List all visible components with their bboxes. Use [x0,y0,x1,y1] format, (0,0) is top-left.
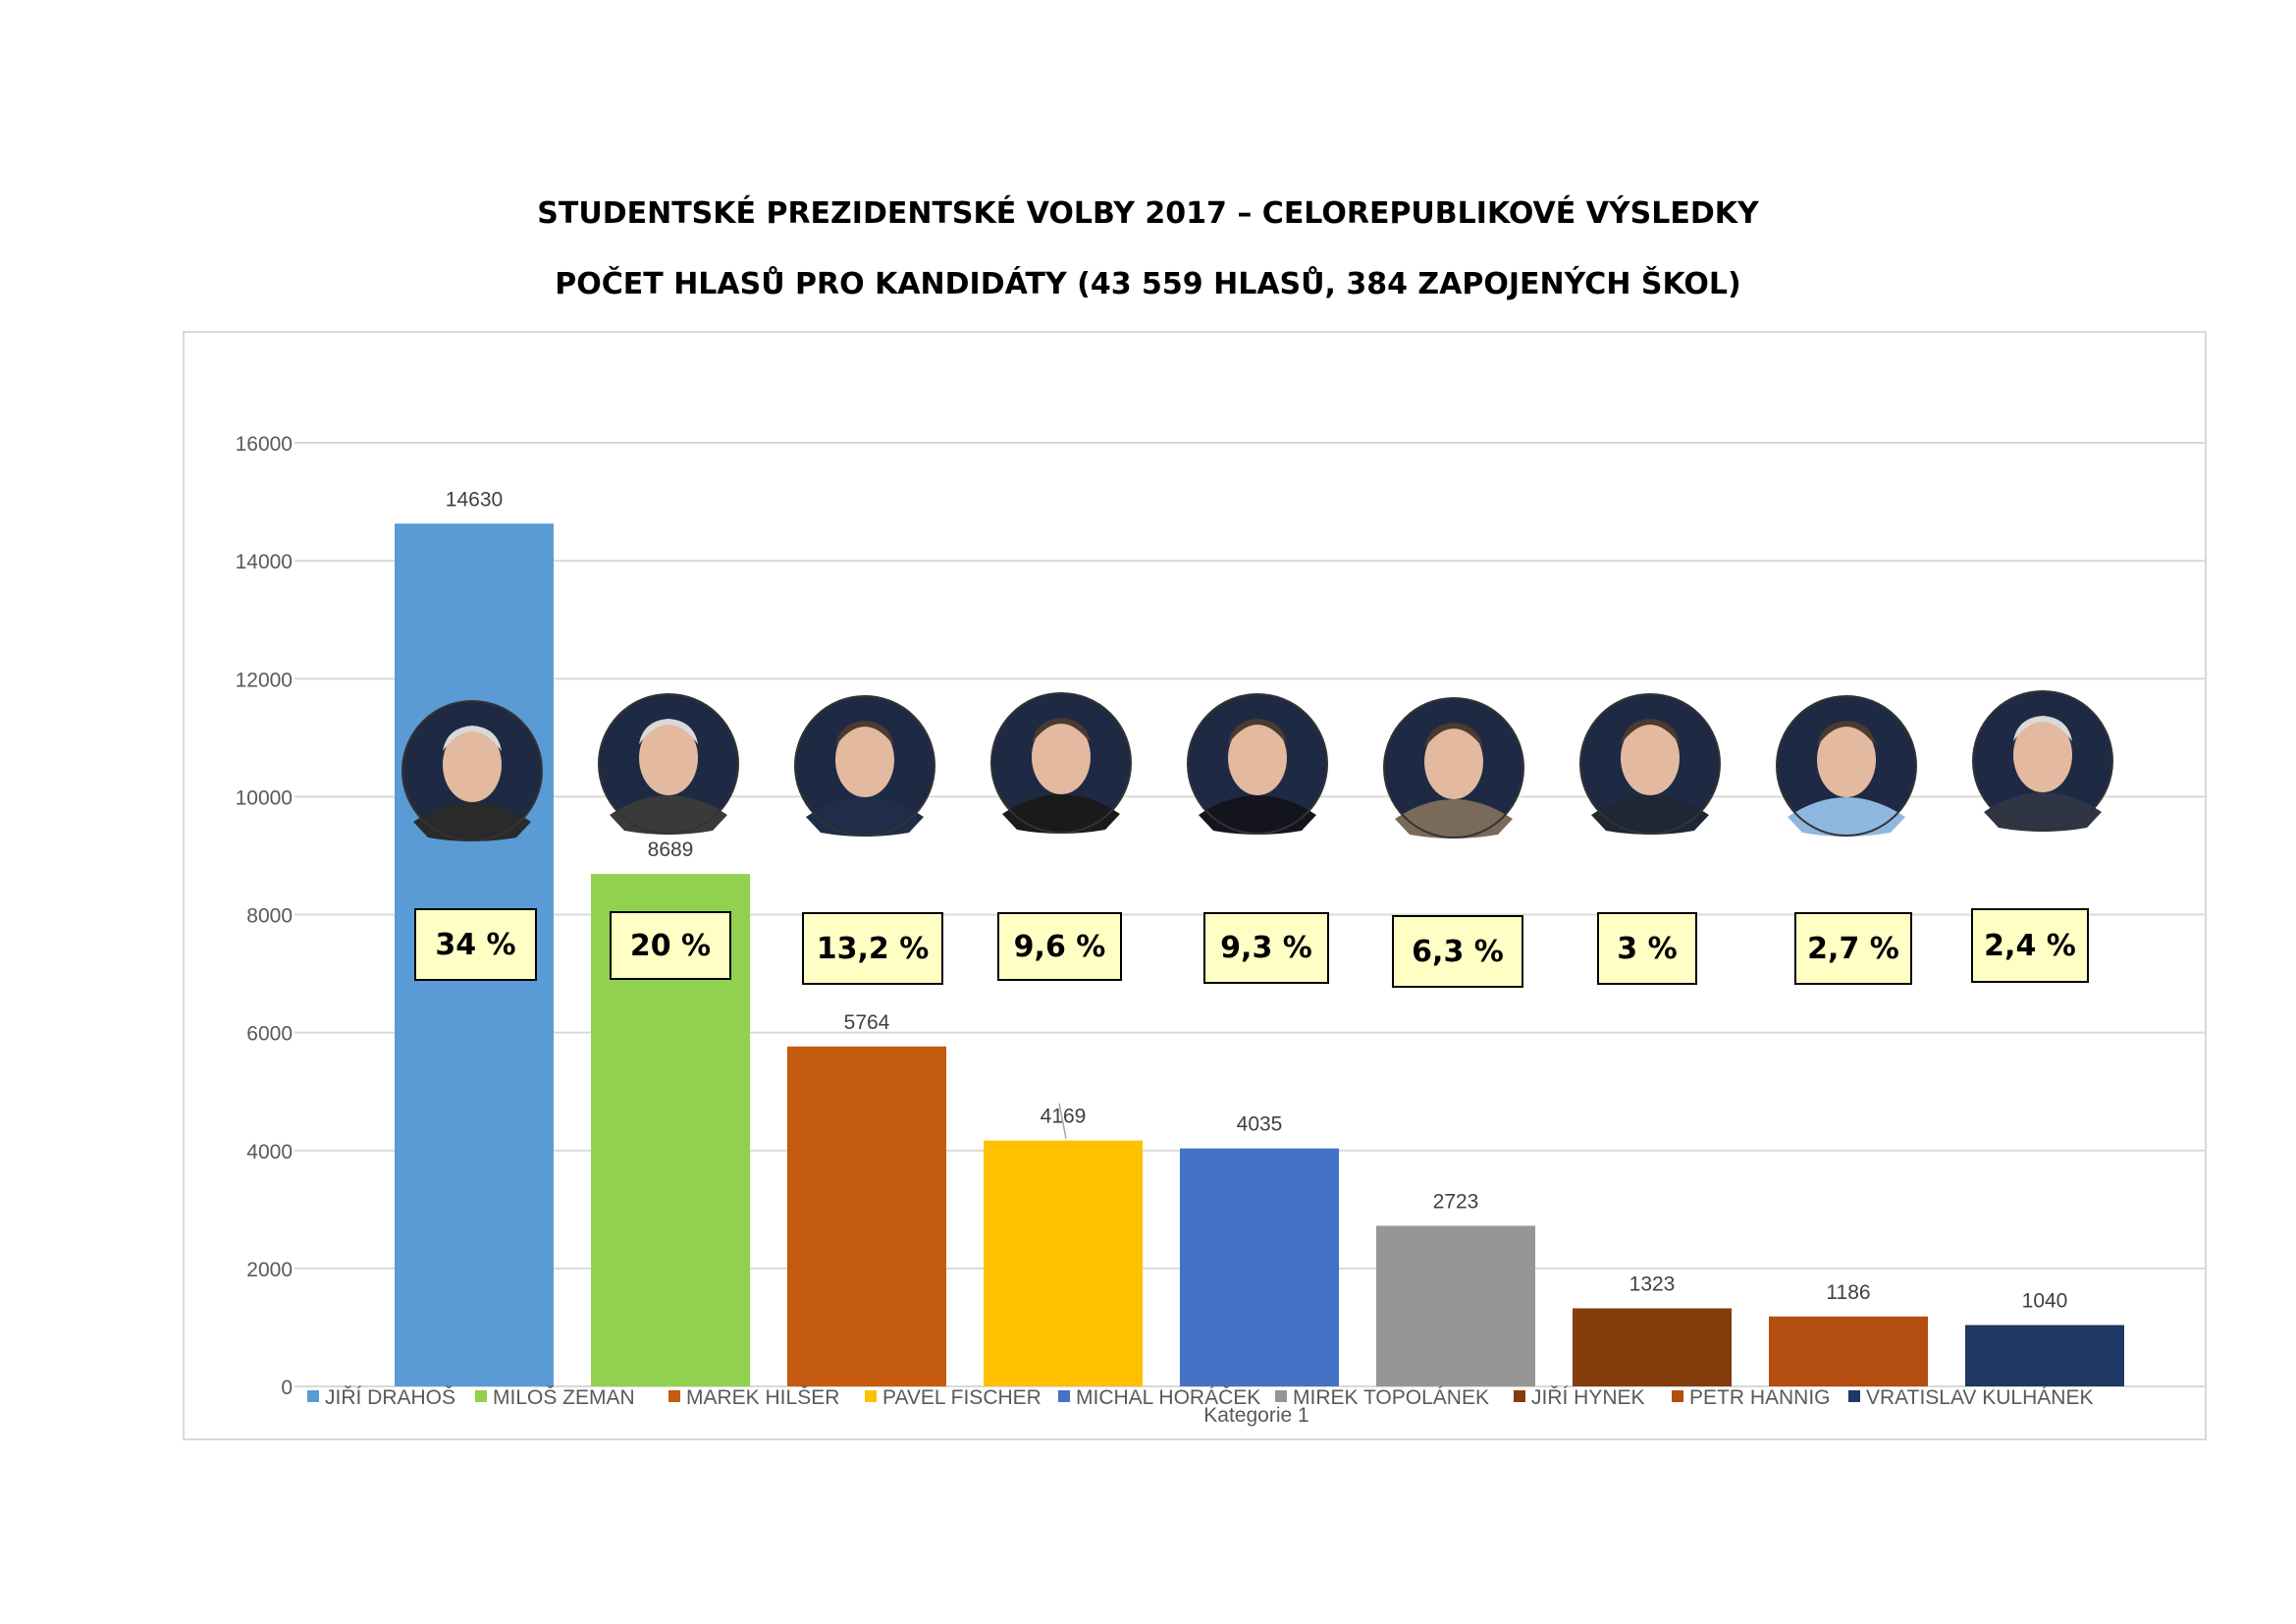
candidate-portrait [1972,690,2113,832]
legend-label: PAVEL FISCHER [882,1386,1041,1409]
data-label: 4169 [1041,1106,1087,1128]
legend-swatch [1058,1390,1070,1402]
legend-swatch [1514,1390,1525,1402]
percent-box: 9,6 % [997,912,1122,981]
chart-subtitle: POČET HLASŮ PRO KANDIDÁTY (43 559 HLASŮ,… [555,267,1741,301]
data-label: 2723 [1433,1190,1479,1213]
candidate-portrait [990,692,1132,834]
bar [1180,1148,1339,1386]
chart-title: STUDENTSKÉ PREZIDENTSKÉ VOLBY 2017 – CEL… [537,196,1759,231]
legend-item: MILOŠ ZEMAN [475,1386,635,1409]
percent-box: 2,7 % [1794,912,1912,985]
x-axis-label: Kategorie 1 [1203,1404,1308,1427]
legend-label: MIREK TOPOLÁNEK [1293,1386,1489,1409]
y-tick-label: 0 [281,1377,293,1399]
chart-frame [183,331,2207,1440]
candidate-portrait [794,695,935,837]
bar [787,1046,946,1386]
y-tick-label: 12000 [236,669,293,691]
data-label: 1323 [1629,1273,1676,1296]
candidate-portrait [401,700,543,841]
data-label: 14630 [446,488,503,511]
percent-box: 34 % [414,908,537,981]
legend-label: MILOŠ ZEMAN [493,1386,635,1409]
bar [1769,1316,1928,1386]
legend-item: JIŘÍ DRAHOŠ [307,1386,455,1409]
percent-box: 20 % [610,911,731,980]
y-tick-label: 10000 [236,786,293,809]
percent-box: 9,3 % [1203,912,1329,984]
candidate-portrait [1187,693,1328,835]
candidate-portrait [1579,693,1721,835]
legend-label: JIŘÍ DRAHOŠ [325,1386,455,1409]
legend-item: MAREK HILŠER [668,1386,839,1409]
legend-swatch [475,1390,487,1402]
data-label: 5764 [844,1011,890,1034]
bar [1376,1225,1535,1386]
leader-line [1058,1103,1067,1139]
data-label: 4035 [1237,1113,1283,1136]
legend-item: JIŘÍ HYNEK [1514,1386,1645,1409]
legend-swatch [1672,1390,1683,1402]
percent-box: 6,3 % [1392,915,1523,988]
legend-swatch [668,1390,680,1402]
legend-item: PAVEL FISCHER [865,1386,1041,1409]
y-tick-label: 4000 [246,1141,293,1164]
y-tick-label: 16000 [236,433,293,456]
legend-label: MICHAL HORÁČEK [1076,1386,1260,1409]
legend-item: PETR HANNIG [1672,1386,1831,1409]
bar [984,1140,1143,1386]
legend-swatch [1275,1390,1287,1402]
data-label: 1040 [2022,1290,2068,1313]
candidate-portrait [598,693,739,835]
candidate-portrait [1776,695,1917,837]
candidate-portrait [1383,697,1524,839]
data-label: 1186 [1826,1281,1870,1304]
percent-box: 2,4 % [1971,908,2089,983]
legend-swatch [1848,1390,1860,1402]
legend-label: PETR HANNIG [1689,1386,1831,1409]
bar [1965,1325,2124,1386]
legend-swatch [307,1390,319,1402]
percent-box: 13,2 % [802,912,943,985]
legend-label: JIŘÍ HYNEK [1531,1386,1645,1409]
legend-item: MICHAL HORÁČEK [1058,1386,1260,1409]
legend-swatch [865,1390,877,1402]
legend-label: VRATISLAV KULHÁNEK [1866,1386,2093,1409]
legend-label: MAREK HILŠER [686,1386,839,1409]
y-tick-label: 6000 [246,1023,293,1046]
percent-box: 3 % [1597,912,1697,985]
data-label: 8689 [648,839,694,861]
y-tick-label: 2000 [246,1259,293,1281]
y-tick-label: 14000 [236,551,293,573]
y-tick-label: 8000 [246,905,293,928]
bar [1573,1308,1732,1386]
legend-item: MIREK TOPOLÁNEK [1275,1386,1489,1409]
legend-item: VRATISLAV KULHÁNEK [1848,1386,2093,1409]
